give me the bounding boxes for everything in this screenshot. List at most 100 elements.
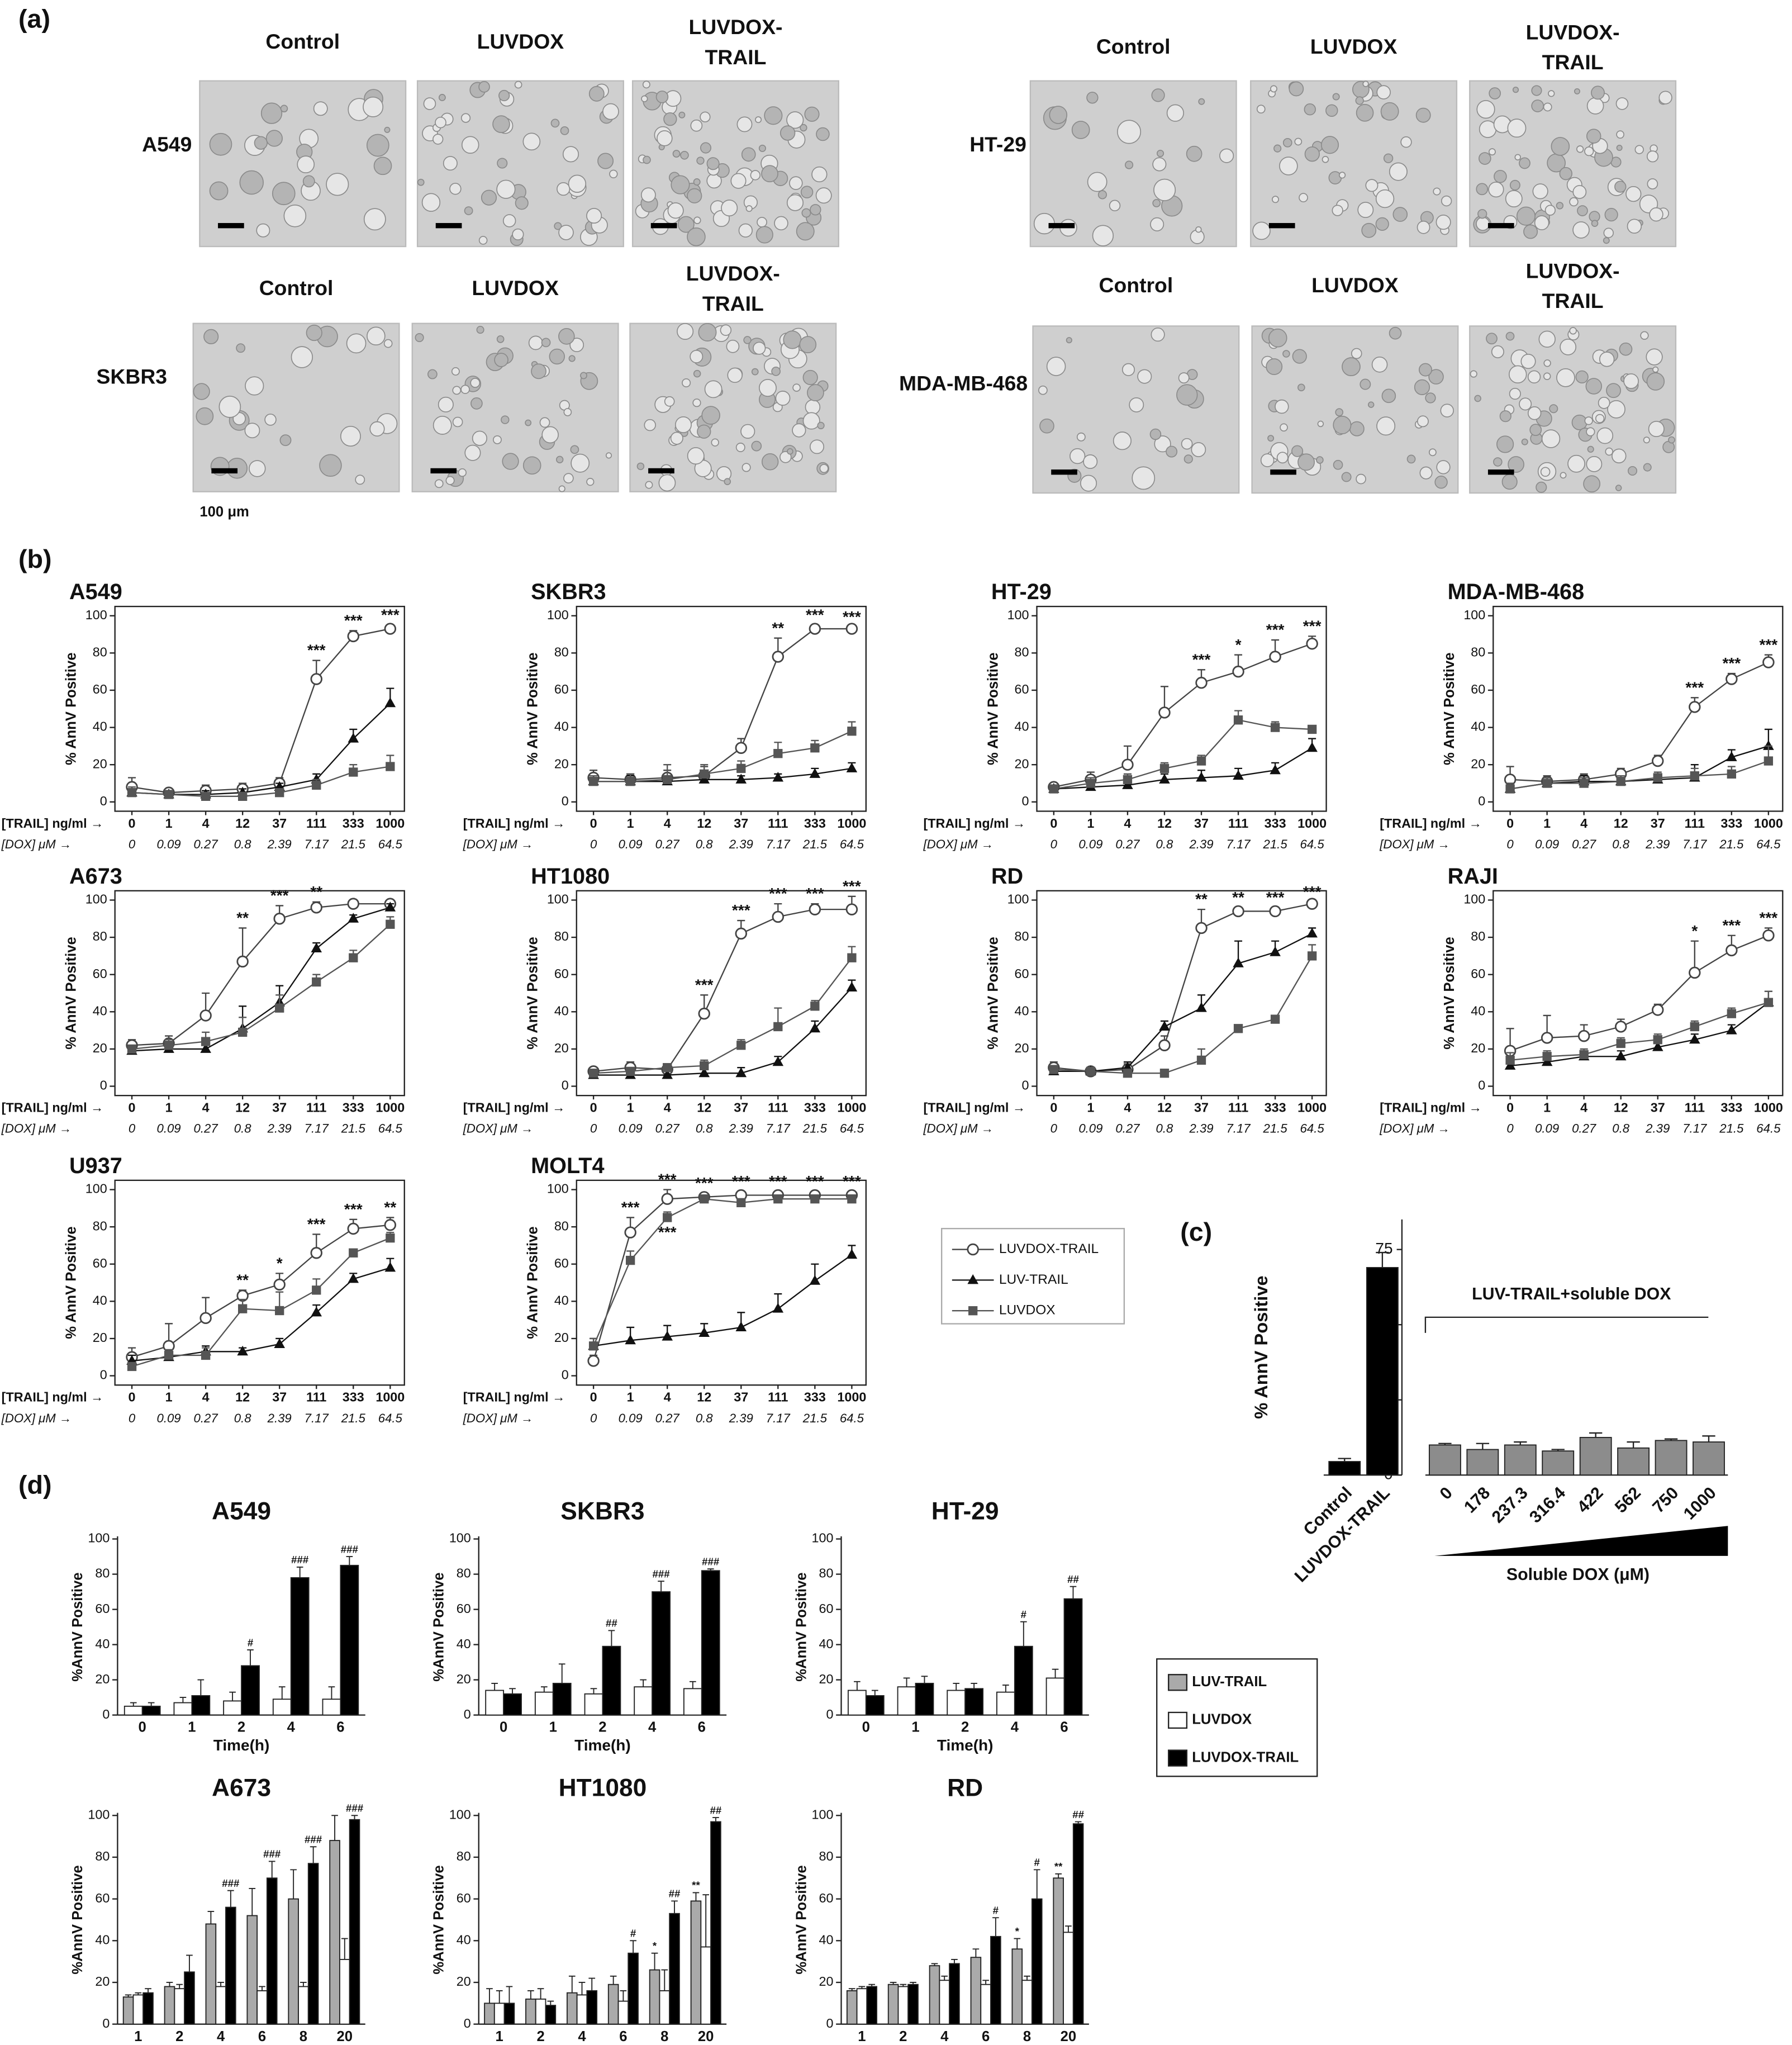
x2-tick-label: 0.09 (619, 837, 643, 851)
cell (1152, 199, 1161, 207)
marker (588, 777, 598, 786)
cell (265, 130, 283, 147)
cell (1149, 428, 1162, 440)
error-bar (1024, 1975, 1030, 1981)
chart-title: RD (991, 864, 1023, 889)
error-bar (858, 1986, 866, 1989)
x-tick-label: 0 (1506, 1100, 1514, 1115)
error-bar (186, 1954, 193, 1972)
y-tick-label: 0 (826, 1707, 834, 1721)
x2-tick-label: 0 (1051, 1122, 1058, 1136)
bar (246, 1915, 258, 2025)
x2-tick-label: 0.09 (157, 1122, 181, 1136)
scale-bar (650, 223, 677, 229)
marker (700, 1194, 709, 1204)
cell (1604, 208, 1618, 222)
cell (1183, 454, 1193, 464)
bar (1063, 1932, 1074, 2025)
marker (1763, 740, 1774, 750)
y-axis-label: %AnnV Positive (431, 1572, 447, 1681)
x-tick-label: 12 (1614, 816, 1628, 831)
y-tick-label: 100 (547, 892, 569, 907)
cell (531, 363, 546, 379)
cell (1362, 80, 1369, 87)
cell (1612, 448, 1627, 464)
cell (193, 383, 210, 400)
y-tick-label: 100 (1463, 608, 1485, 622)
x-row-label: [TRAIL] ng/ml → (463, 816, 565, 831)
bar (340, 1564, 359, 1716)
scale-bar (435, 223, 462, 229)
cell (1477, 209, 1487, 219)
cell (750, 170, 760, 181)
x-tick-label: 1 (1087, 1100, 1094, 1115)
x-tick-label: 1 (165, 1390, 173, 1405)
bar (847, 1690, 867, 1716)
error-bar (331, 1815, 338, 1841)
cell (1356, 104, 1374, 122)
cell (1419, 363, 1432, 377)
error-bar (1551, 1449, 1565, 1451)
x-tick-label: 20 (1061, 2029, 1077, 2044)
cell (550, 118, 560, 128)
cell (1607, 400, 1625, 419)
x-tick-label: 0 (862, 1720, 870, 1735)
cell (1544, 205, 1556, 216)
cell (764, 106, 783, 125)
bar (866, 1986, 877, 2025)
cell (541, 426, 559, 444)
x-tick-label: 1000 (375, 816, 405, 831)
significance: *** (1722, 917, 1741, 934)
marker (968, 1306, 978, 1316)
x2-tick-label: 0.27 (194, 837, 218, 851)
x-tick-label: 1000 (1754, 1100, 1783, 1115)
y-tick-label: 80 (457, 1849, 471, 1863)
x2-tick-label: 0.8 (234, 1411, 251, 1425)
cell (704, 380, 722, 398)
chart-title: SKBR3 (560, 1498, 644, 1525)
y-tick-label: 100 (85, 892, 107, 907)
marker (1764, 756, 1774, 766)
cell (789, 176, 803, 190)
bar (1063, 1598, 1083, 1716)
error-bar (982, 1980, 989, 1985)
x-row-label: [DOX] μM → (1379, 837, 1449, 851)
x-tick-label: 0 (1050, 1100, 1057, 1115)
y-tick-label: 100 (547, 1182, 569, 1196)
x-row-label: [TRAIL] ng/ml → (924, 1100, 1026, 1115)
cell (460, 385, 470, 394)
y-axis-label: % AnnV Positive (1251, 1275, 1271, 1418)
x-tick-label: 37 (272, 1390, 287, 1405)
marker (587, 1355, 600, 1367)
marker (625, 1255, 635, 1265)
cell (562, 146, 579, 163)
cell (1623, 373, 1639, 389)
cell (786, 194, 804, 211)
cell (373, 156, 392, 175)
bar (503, 2003, 515, 2025)
cell-line-label: SKBR3 (97, 365, 168, 388)
cell (757, 217, 767, 227)
cell (1585, 378, 1603, 395)
cell (1272, 196, 1279, 203)
error-bar (130, 1702, 137, 1706)
bar (1542, 1450, 1575, 1476)
cell (687, 227, 706, 246)
bar (980, 1984, 991, 2025)
cell (1428, 369, 1444, 385)
error-bar (166, 1982, 173, 1987)
bar (628, 1952, 639, 2025)
x2-tick-label: 0.27 (1115, 837, 1140, 851)
cell (1543, 359, 1551, 367)
y-tick-label: 20 (457, 1974, 471, 1989)
error-bar (176, 1984, 183, 1989)
cell (1076, 432, 1086, 442)
x-tick-label: 4 (1124, 1100, 1131, 1115)
cell (556, 456, 564, 464)
bar (700, 1946, 711, 2025)
cell (461, 136, 479, 154)
significance: *** (1266, 889, 1285, 906)
cell (1560, 472, 1567, 479)
cell (1534, 215, 1549, 230)
bar (142, 1992, 154, 2025)
